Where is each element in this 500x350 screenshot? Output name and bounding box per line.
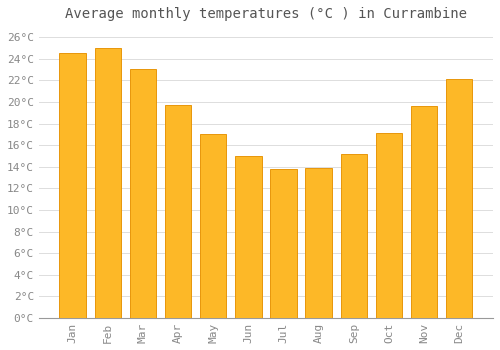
Bar bbox=[235, 156, 262, 318]
Bar bbox=[411, 106, 438, 318]
Bar bbox=[165, 105, 191, 318]
Bar bbox=[200, 134, 226, 318]
Bar bbox=[130, 70, 156, 318]
Bar bbox=[94, 48, 121, 318]
Title: Average monthly temperatures (°C ) in Currambine: Average monthly temperatures (°C ) in Cu… bbox=[65, 7, 467, 21]
Bar bbox=[306, 168, 332, 318]
Bar bbox=[376, 133, 402, 318]
Bar bbox=[270, 169, 296, 318]
Bar bbox=[60, 53, 86, 318]
Bar bbox=[340, 154, 367, 318]
Bar bbox=[446, 79, 472, 318]
